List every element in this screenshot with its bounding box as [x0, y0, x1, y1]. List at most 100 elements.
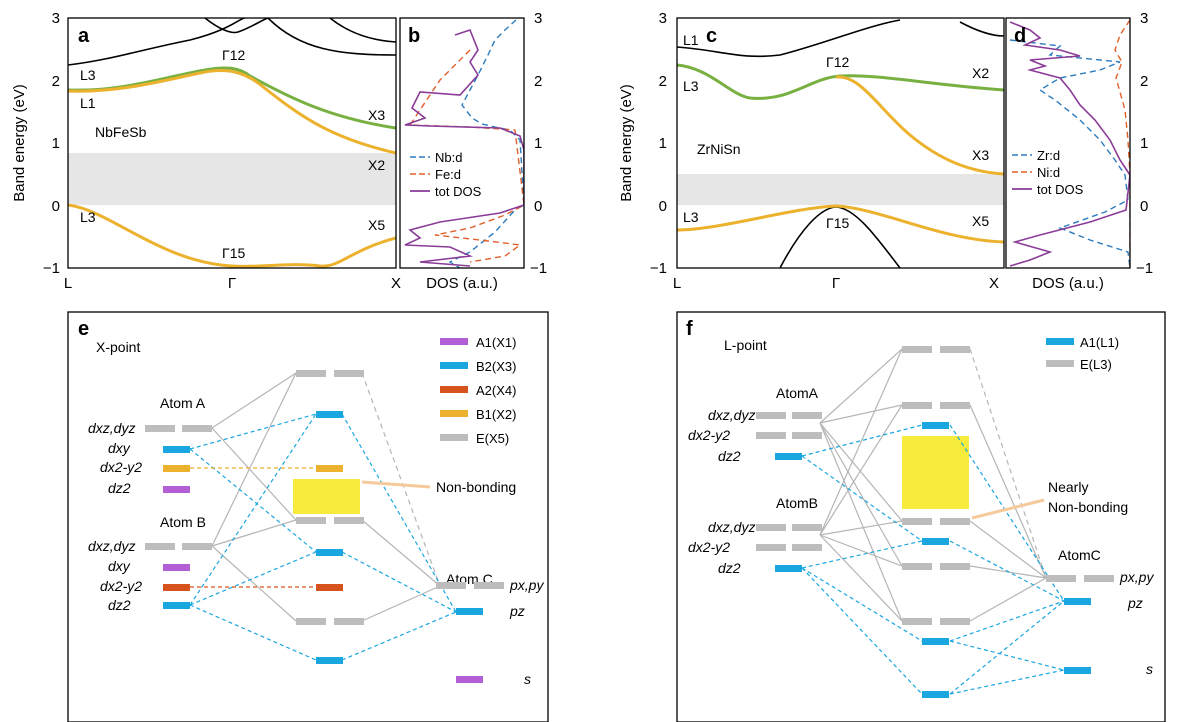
level-e-grey	[334, 618, 364, 625]
svg-text:Γ12: Γ12	[826, 54, 849, 70]
level-f-cyan	[1064, 667, 1091, 674]
point-labels-a: L3 L1 L3 Γ12 Γ15 X3 X2 X5	[80, 47, 385, 261]
svg-text:−1: −1	[530, 260, 547, 277]
panel-f: f L-point AtomA AtomB AtomC	[676, 311, 1166, 722]
plot-frame-b	[399, 17, 525, 269]
level-e-grey	[145, 425, 175, 432]
level-e-cyan	[316, 657, 343, 664]
band-green	[677, 63, 1004, 100]
panel-letter-b: b	[408, 25, 420, 47]
level-f-grey	[756, 432, 786, 439]
ytick-0: 0	[52, 198, 60, 215]
xtick-L: L	[64, 275, 72, 292]
panel-letter-c: c	[706, 25, 717, 47]
svg-text:tot DOS: tot DOS	[1037, 182, 1084, 197]
svg-text:2: 2	[1140, 73, 1148, 90]
svg-text:−1: −1	[650, 260, 667, 277]
dos-ni	[1114, 19, 1130, 268]
level-e-cyan	[316, 411, 343, 418]
svg-text:L3: L3	[683, 209, 699, 225]
e-connections	[189, 372, 457, 661]
panel-letter-f: f	[686, 318, 693, 340]
lbl-X3: X3	[368, 107, 385, 123]
svg-text:dz2: dz2	[718, 560, 741, 576]
level-f-cyan	[1064, 598, 1091, 605]
legend-f: A1(L1) E(L3)	[1046, 335, 1119, 372]
f-atom-b: AtomB	[776, 495, 818, 511]
e-atom-b: Atom B	[160, 514, 206, 530]
svg-text:dz2: dz2	[718, 448, 741, 464]
lbl-L3: L3	[80, 67, 96, 83]
level-e-grey	[296, 370, 326, 377]
black-band	[68, 18, 246, 66]
svg-text:E(X5): E(X5)	[476, 431, 509, 446]
tick-labels-b: 3 2 1 0 −1	[530, 10, 547, 277]
level-e-grey	[182, 543, 212, 550]
svg-text:dz2: dz2	[108, 597, 131, 613]
level-f-grey	[940, 346, 970, 353]
band-lines-c	[677, 19, 1004, 268]
e-atom-a: Atom A	[160, 395, 206, 411]
black-band	[267, 18, 396, 56]
lbl-L3-bottom: L3	[80, 209, 96, 225]
svg-text:2: 2	[659, 73, 667, 90]
lbl-G15: Γ15	[222, 245, 245, 261]
level-f-grey	[756, 412, 786, 419]
level-f-grey	[792, 432, 822, 439]
band-yellow-upper	[835, 75, 1004, 176]
level-e-cyan	[163, 446, 190, 453]
band-yellow-upper	[68, 69, 396, 155]
level-f-grey	[940, 618, 970, 625]
svg-text:dxz,dyz: dxz,dyz	[88, 420, 135, 436]
level-f-grey	[792, 412, 822, 419]
level-e-grey	[334, 517, 364, 524]
panel-letter-d: d	[1014, 25, 1026, 47]
dos-fe	[408, 49, 524, 263]
level-f-grey	[902, 618, 932, 625]
panel-c: c ZrNiSn 3 2 1 0 −1 L Γ X Band energy (e…	[618, 10, 1005, 292]
svg-text:pz: pz	[509, 603, 525, 619]
svg-text:dxy: dxy	[108, 558, 131, 574]
svg-text:X2: X2	[972, 65, 989, 81]
level-e-yellow	[316, 465, 343, 472]
level-f-grey	[756, 524, 786, 531]
level-f-grey	[756, 544, 786, 551]
band-gap-box	[293, 479, 360, 514]
svg-text:dxz,dyz: dxz,dyz	[708, 519, 755, 535]
panel-letter-a: a	[78, 25, 90, 47]
svg-text:dxy: dxy	[108, 440, 131, 456]
tick-labels-a: 3 2 1 0 −1 L Γ X	[43, 10, 401, 292]
panel-e: e X-point Atom A Atom B Atom C	[67, 311, 549, 722]
level-e-grey	[334, 370, 364, 377]
level-f-cyan	[922, 691, 949, 698]
svg-text:px,py: px,py	[509, 577, 544, 593]
level-f-cyan	[775, 453, 802, 460]
svg-text:Zr:d: Zr:d	[1037, 148, 1060, 163]
black-band	[204, 18, 269, 34]
svg-text:A2(X4): A2(X4)	[476, 383, 516, 398]
level-e-grey	[296, 618, 326, 625]
xtick-Gamma: Γ	[228, 275, 236, 292]
svg-text:Ni:d: Ni:d	[1037, 165, 1060, 180]
f-atom-a: AtomA	[776, 385, 819, 401]
legend-d: Zr:d Ni:d tot DOS	[1012, 148, 1084, 197]
level-e-purple	[163, 564, 190, 571]
svg-text:dz2: dz2	[108, 480, 131, 496]
legend-e: A1(X1) B2(X3) A2(X4) B1(X2) E(X5)	[440, 335, 516, 446]
band-yellow-valence	[677, 204, 1004, 244]
f-connections	[801, 348, 1065, 695]
level-f-grey	[792, 524, 822, 531]
svg-text:B2(X3): B2(X3)	[476, 359, 516, 374]
svg-text:A1(X1): A1(X1)	[476, 335, 516, 350]
level-f-grey	[902, 346, 932, 353]
dos-nb	[448, 19, 524, 268]
svg-text:−1: −1	[1136, 260, 1153, 277]
dos-zr	[1009, 39, 1130, 268]
ytick-3: 3	[52, 10, 60, 27]
level-f-grey	[940, 402, 970, 409]
band-lines-a	[68, 18, 396, 268]
ylabel-a: Band energy (eV)	[11, 84, 28, 202]
ylabel-c: Band energy (eV)	[618, 84, 635, 202]
svg-text:3: 3	[1140, 10, 1148, 27]
